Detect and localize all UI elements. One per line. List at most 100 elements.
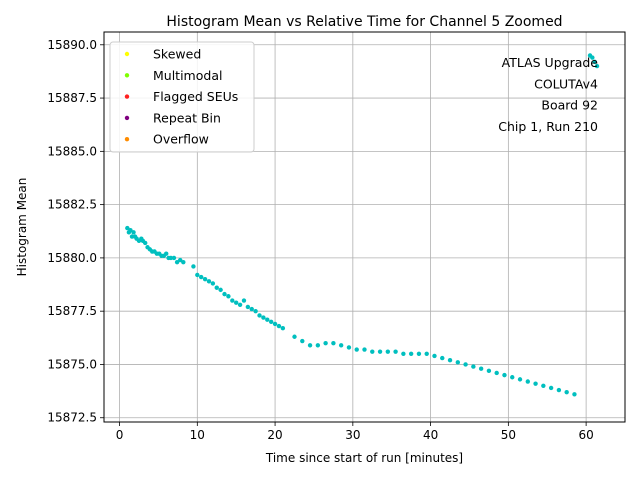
data-point	[572, 392, 577, 397]
data-point	[541, 383, 546, 388]
data-point	[292, 334, 297, 339]
x-tick-label: 20	[267, 428, 282, 442]
data-point	[486, 368, 492, 374]
data-point	[385, 349, 391, 354]
data-point	[594, 63, 600, 69]
x-tick-label: 10	[190, 428, 205, 442]
y-tick-label: 15882.5	[47, 198, 97, 212]
legend-marker	[124, 73, 130, 78]
axis-ticks: 0 10 20 30 40 50 60 15872.5 15875.0 15877.5 15880.…	[47, 38, 593, 442]
y-tick-label: 15877.5	[47, 304, 97, 318]
data-point	[556, 387, 562, 393]
data-point	[233, 300, 239, 305]
data-point	[272, 321, 278, 327]
x-axis-label: Time since start of run [minutes]	[265, 451, 463, 465]
y-tick-label: 15890.0	[47, 38, 97, 52]
data-point	[249, 306, 254, 312]
legend-label: Overflow	[153, 132, 209, 147]
annotation-line: Chip 1, Run 210	[498, 119, 598, 134]
data-point	[440, 355, 445, 361]
legend-marker	[124, 115, 130, 121]
data-point	[346, 345, 352, 350]
data-point	[174, 259, 180, 265]
data-point	[125, 225, 130, 231]
legend-label: Repeat Bin	[153, 110, 221, 125]
chart-title: Histogram Mean vs Relative Time for Chan…	[166, 14, 562, 30]
annotation-line: Board 92	[541, 98, 598, 113]
data-point	[393, 349, 398, 354]
data-point	[214, 285, 219, 290]
data-point	[564, 389, 569, 395]
y-axis-label: Histogram Mean	[15, 178, 29, 277]
run-annotation: ATLAS Upgrade COLUTAv4 Board 92 Chip 1, Run…	[498, 55, 598, 134]
data-point	[181, 259, 186, 265]
data-point	[237, 302, 243, 307]
y-tick-label: 15872.5	[47, 411, 97, 425]
data-point	[129, 234, 135, 239]
data-point	[191, 264, 196, 269]
y-tick-label: 15875.0	[47, 357, 97, 371]
data-point	[143, 240, 148, 246]
data-point	[199, 274, 204, 280]
grid	[104, 32, 625, 422]
data-point	[253, 308, 258, 314]
data-point	[478, 366, 484, 371]
data-point	[315, 343, 321, 348]
data-point	[171, 255, 177, 261]
scatter-points	[125, 53, 600, 397]
data-point	[128, 227, 133, 233]
legend-label: Skewed	[153, 47, 201, 62]
data-point	[432, 353, 437, 359]
annotation-line: ATLAS Upgrade	[502, 55, 599, 70]
data-point	[590, 55, 595, 60]
data-point	[447, 357, 453, 363]
data-point	[210, 281, 216, 286]
data-point	[168, 255, 174, 261]
x-tick-label: 30	[345, 428, 360, 442]
legend-label: Multimodal	[153, 68, 222, 83]
data-point	[276, 323, 282, 329]
plot-frame	[103, 31, 626, 423]
data-point	[222, 291, 227, 297]
data-point	[206, 279, 212, 284]
data-point	[517, 377, 523, 382]
data-point	[416, 351, 422, 357]
data-point	[338, 343, 344, 348]
data-point	[265, 317, 270, 322]
legend-marker	[124, 137, 130, 142]
data-point	[331, 340, 336, 346]
legend-box	[109, 41, 255, 153]
data-point	[300, 338, 305, 344]
data-point	[592, 59, 597, 65]
x-tick-label: 40	[423, 428, 438, 442]
data-point	[455, 360, 461, 365]
y-tick-label: 15887.5	[47, 91, 97, 105]
y-tick-label: 15880.0	[47, 251, 97, 265]
annotation-line: COLUTAv4	[534, 76, 598, 91]
data-point	[548, 385, 554, 391]
data-point	[424, 351, 429, 357]
data-point	[463, 362, 468, 367]
data-point	[257, 313, 262, 318]
y-tick-label: 15885.0	[47, 144, 97, 158]
legend: Skewed Multimodal Flagged SEUs Repeat Bin Ov…	[109, 41, 255, 153]
data-point	[471, 364, 476, 369]
data-point	[226, 294, 231, 299]
data-point	[354, 347, 359, 352]
data-point	[245, 304, 251, 310]
legend-marker	[124, 94, 130, 99]
data-point	[230, 298, 235, 303]
data-point	[195, 272, 200, 278]
data-point	[494, 370, 499, 376]
data-point	[268, 319, 274, 325]
x-tick-label: 50	[501, 428, 516, 442]
data-point	[280, 326, 286, 331]
data-point	[510, 375, 515, 380]
data-point	[502, 372, 507, 378]
data-point	[401, 351, 406, 357]
data-point	[525, 379, 530, 384]
data-point	[178, 257, 183, 263]
legend-label: Flagged SEUs	[153, 89, 238, 104]
data-point	[218, 287, 223, 293]
